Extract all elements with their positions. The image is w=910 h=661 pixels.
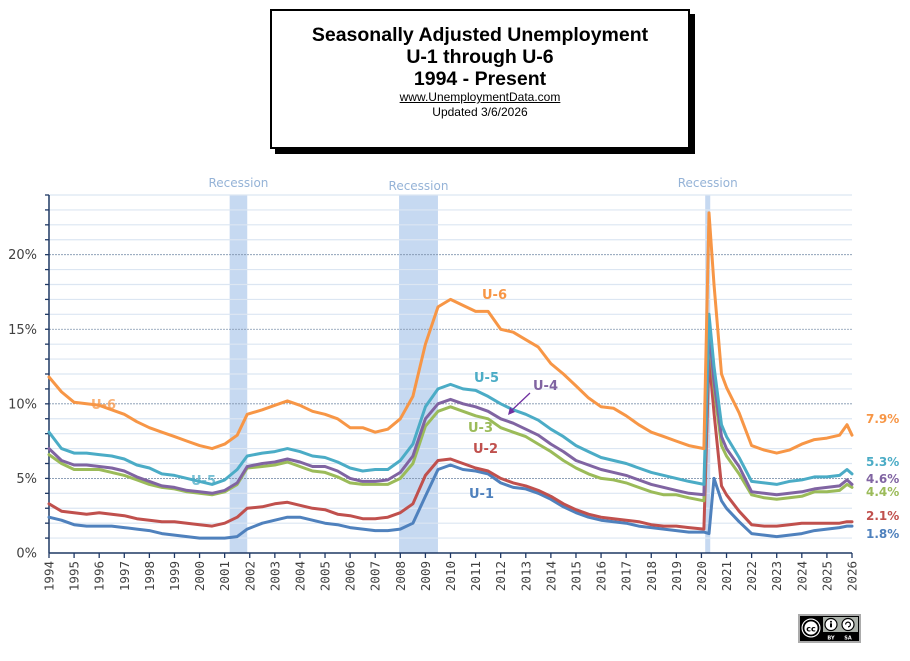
cc-by-sa-icon[interactable]: cc BY SA — [798, 614, 861, 643]
series-annotation-u-1: U-1 — [469, 487, 494, 502]
x-tick-label: 2015 — [568, 561, 583, 591]
x-tick-label: 1994 — [42, 561, 57, 591]
x-tick-label: 2026 — [845, 561, 860, 591]
x-tick-label: 2018 — [644, 561, 659, 591]
end-value-label: 4.4% — [866, 485, 899, 499]
x-tick-label: 1996 — [92, 561, 107, 591]
chart-title: Seasonally Adjusted Unemployment — [311, 24, 649, 46]
cc-by-label: BY — [827, 636, 835, 642]
end-value-label: 4.6% — [866, 472, 899, 486]
end-value-label: 7.9% — [866, 412, 899, 426]
chart-date-range: 1994 - Present — [413, 68, 547, 90]
x-tick-label: 2016 — [594, 561, 609, 591]
x-tick-label: 2005 — [318, 561, 333, 591]
x-tick-label: 2021 — [719, 561, 734, 591]
x-tick-label: 2010 — [443, 561, 458, 591]
x-tick-label: 1999 — [167, 561, 182, 591]
x-tick-label: 2008 — [393, 561, 408, 591]
series-line-u-4 — [47, 327, 854, 497]
cc-sa-label: SA — [844, 636, 852, 642]
title-box: Seasonally Adjusted Unemployment U-1 thr… — [270, 9, 690, 149]
series-annotation-u-6: U-6 — [91, 398, 116, 413]
series-annotation-u-5: U-5 — [474, 371, 499, 386]
series-annotation-u-2: U-2 — [473, 442, 498, 457]
y-tick-label: 20% — [8, 248, 37, 263]
svg-text:cc: cc — [806, 625, 816, 634]
x-tick-label: 2007 — [368, 561, 383, 591]
end-value-label: 1.8% — [866, 527, 899, 541]
series-annotation-u-3: U-3 — [468, 421, 493, 436]
u4-arrow-line — [510, 392, 531, 412]
x-tick-label: 2014 — [543, 561, 558, 591]
x-tick-label: 2001 — [217, 561, 232, 591]
x-tick-label: 2025 — [819, 561, 834, 591]
x-tick-label: 2009 — [418, 561, 433, 591]
end-value-label: 5.3% — [866, 455, 899, 469]
y-tick-label: 5% — [16, 472, 37, 487]
x-tick-label: 2023 — [769, 561, 784, 591]
x-tick-label: 2003 — [267, 561, 282, 591]
updated-date: Updated 3/6/2026 — [432, 105, 528, 119]
website-link[interactable]: www.UnemploymentData.com — [399, 90, 561, 104]
y-tick-label: 10% — [8, 397, 37, 412]
x-tick-label: 2017 — [619, 561, 634, 591]
x-tick-label: 1997 — [117, 561, 132, 591]
series-line-u-6 — [47, 211, 854, 455]
y-tick-label: 15% — [8, 323, 37, 338]
end-value-label: 2.1% — [866, 509, 899, 523]
u4-arrow-head — [508, 407, 515, 415]
chart-subtitle: U-1 through U-6 — [406, 46, 554, 68]
x-tick-label: 2006 — [343, 561, 358, 591]
series-annotation-u-5: U-5 — [191, 474, 216, 489]
series-lines — [47, 211, 854, 540]
x-tick-label: 1995 — [67, 561, 82, 591]
x-tick-label: 2011 — [468, 561, 483, 591]
axes: 0% 5% 10% 15% 20% 1994 1995 1996 1997 1998 1999 200… — [8, 194, 860, 591]
gridlines — [49, 194, 852, 539]
series-labels: 7.9% 5.3% 4.6%4.4% 2.1% 1.8% U-6 U-5 U-4 U-3 U-2 U… — [91, 288, 899, 541]
series-line-u-5 — [47, 312, 854, 486]
x-tick-label: 1998 — [142, 561, 157, 591]
series-line-u-1 — [47, 463, 854, 540]
series-annotation-u-6: U-6 — [482, 288, 507, 303]
x-tick-label: 2024 — [794, 561, 809, 591]
x-tick-label: 2013 — [518, 561, 533, 591]
x-tick-label: 2012 — [493, 561, 508, 591]
series-line-u-2 — [47, 354, 854, 531]
recession-label: Recession — [208, 176, 268, 190]
x-tick-label: 2020 — [694, 561, 709, 591]
series-annotation-u-4: U-4 — [533, 379, 558, 394]
x-tick-label: 2004 — [292, 561, 307, 591]
x-tick-label: 2002 — [242, 561, 257, 591]
x-tick-label: 2022 — [744, 561, 759, 591]
x-tick-label: 2019 — [669, 561, 684, 591]
recession-label: Recession — [389, 179, 449, 193]
recession-label: Recession — [678, 176, 738, 190]
x-tick-label: 2000 — [192, 561, 207, 591]
y-tick-label: 0% — [16, 547, 37, 562]
